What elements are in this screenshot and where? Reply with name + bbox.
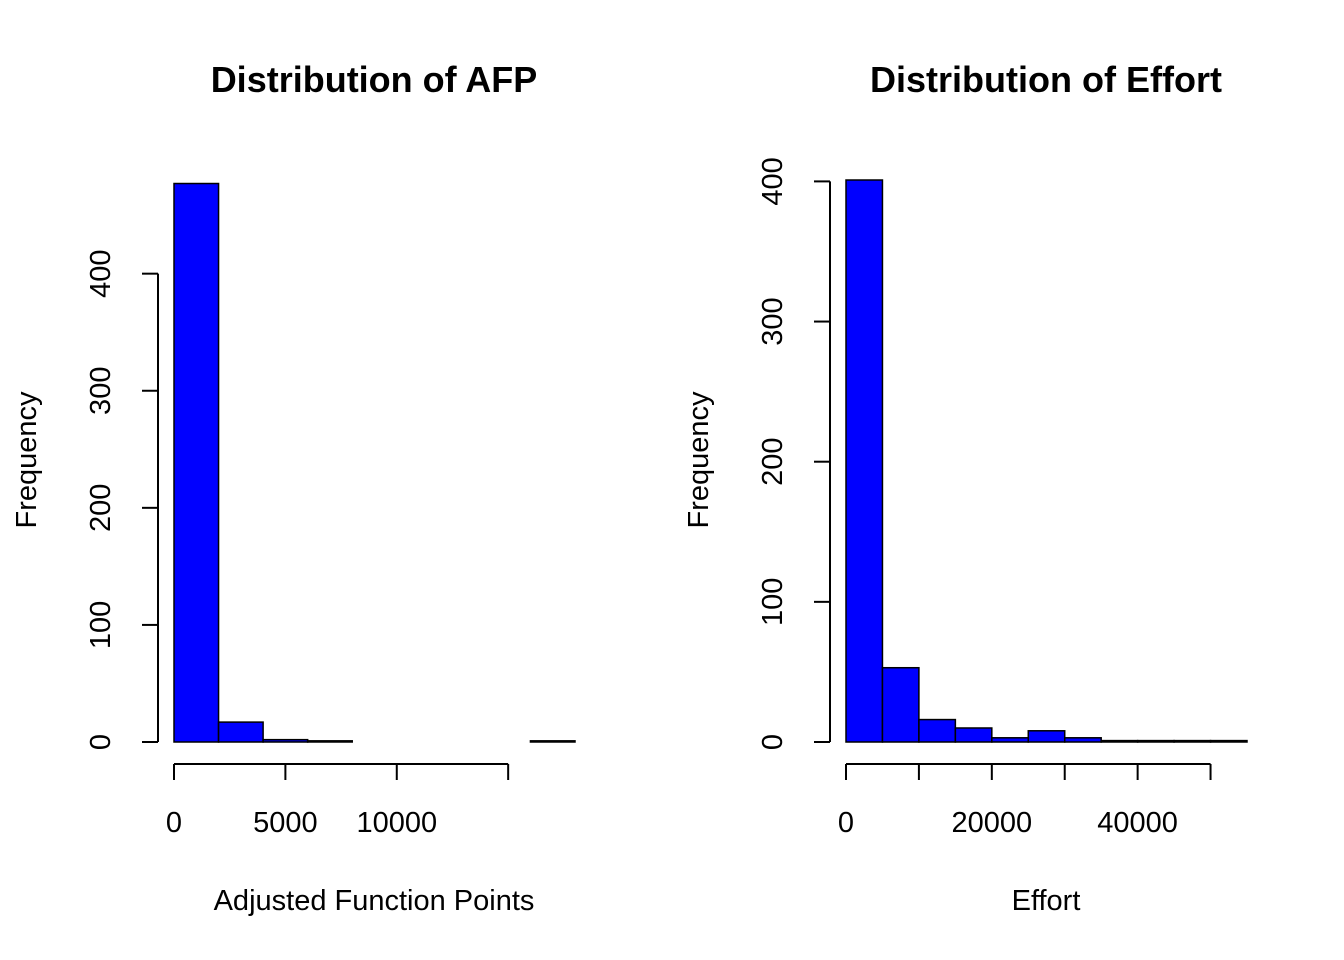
x-axis-label: Effort [1012, 885, 1081, 917]
x-axis-label: Adjusted Function Points [214, 885, 535, 917]
x-tick-label: 0 [166, 807, 182, 839]
y-tick-label: 200 [757, 438, 789, 486]
histogram-afp: Distribution of AFP Adjusted Function Po… [11, 59, 576, 917]
histogram-bar [1136, 739, 1175, 743]
y-tick-label: 100 [85, 601, 117, 649]
x-tick-label: 20000 [951, 807, 1032, 839]
histogram-bar [1063, 737, 1102, 743]
histogram-bar [1027, 730, 1066, 743]
histogram-bar [173, 182, 220, 743]
histogram-bar [918, 718, 957, 743]
chart-title: Distribution of Effort [870, 59, 1222, 100]
y-axis: 0 100 200 300 400 [85, 249, 159, 750]
y-tick-label: 0 [85, 734, 117, 750]
x-axis: 0 20000 40000 [838, 763, 1212, 839]
histogram-bar [1173, 739, 1212, 743]
histogram-bar [529, 740, 576, 743]
chart-title: Distribution of AFP [211, 59, 538, 100]
histogram-bar [881, 666, 920, 743]
y-axis-label: Frequency [683, 391, 715, 529]
histogram-bar [845, 179, 884, 743]
histogram-bar [217, 721, 264, 743]
histogram-bar [991, 737, 1030, 743]
y-tick-label: 400 [85, 249, 117, 297]
x-tick-label: 40000 [1097, 807, 1178, 839]
histogram-bar [262, 738, 309, 743]
histogram-effort: Distribution of Effort Effort Frequency … [683, 59, 1248, 917]
x-tick-label: 0 [838, 807, 854, 839]
y-tick-label: 200 [85, 484, 117, 532]
histogram-bar [306, 740, 353, 743]
histogram-bar [1100, 739, 1139, 743]
y-tick-label: 100 [757, 578, 789, 626]
bars-group [845, 179, 1248, 743]
x-tick-label: 5000 [253, 807, 318, 839]
x-axis: 0 5000 10000 [166, 763, 510, 839]
bars-group [173, 182, 576, 743]
y-tick-label: 400 [757, 157, 789, 205]
x-tick-label: 10000 [356, 807, 437, 839]
y-tick-label: 300 [85, 367, 117, 415]
y-tick-label: 0 [757, 734, 789, 750]
histogram-bar [954, 727, 993, 743]
y-axis: 0 100 200 300 400 [757, 157, 831, 750]
y-tick-label: 300 [757, 297, 789, 345]
y-axis-label: Frequency [11, 391, 43, 529]
histogram-bar [1209, 739, 1248, 743]
